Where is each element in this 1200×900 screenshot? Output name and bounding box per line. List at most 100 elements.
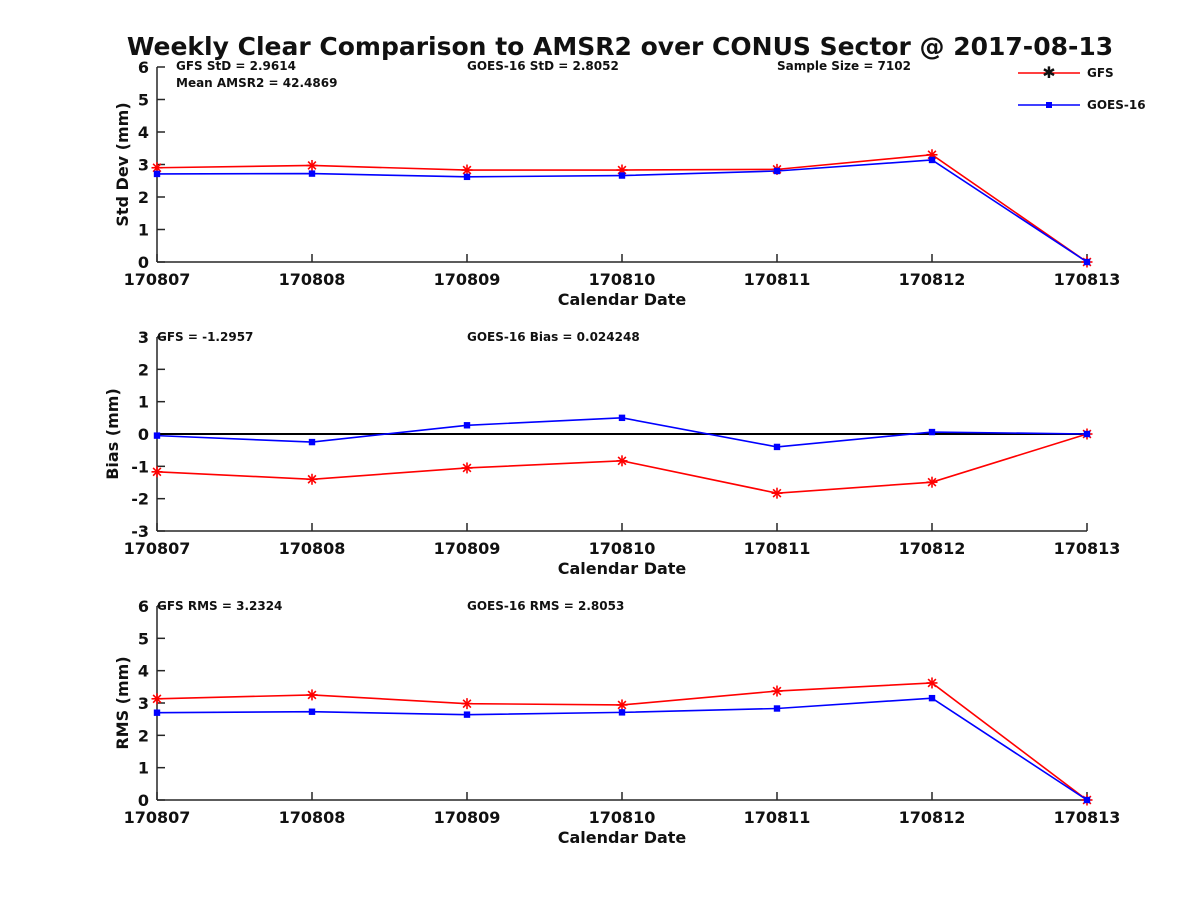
x-tick-label: 170813 <box>1054 539 1121 558</box>
y-tick-label: 6 <box>138 58 149 77</box>
y-tick-label: 1 <box>138 759 149 778</box>
x-tick-label: 170811 <box>744 270 811 289</box>
data-point-goes16 <box>153 709 161 716</box>
data-point-gfs <box>306 159 318 171</box>
x-tick-label: 170812 <box>899 539 966 558</box>
data-point-gfs <box>306 689 318 701</box>
x-tick-label: 170809 <box>434 270 501 289</box>
data-point-goes16 <box>618 414 626 422</box>
x-tick-label: 170809 <box>434 539 501 558</box>
legend-label-goes16: GOES-16 <box>1087 98 1146 112</box>
x-axis-label: Calendar Date <box>558 828 687 847</box>
x-tick-label: 170807 <box>124 808 191 827</box>
stat-annotation: GFS = -1.2957 <box>157 330 253 344</box>
y-tick-label: -2 <box>131 490 149 509</box>
data-point-goes16 <box>773 167 781 175</box>
x-tick-label: 170809 <box>434 808 501 827</box>
y-tick-label: 2 <box>138 188 149 207</box>
data-point-goes16 <box>153 170 161 178</box>
data-point-gfs <box>151 693 163 705</box>
data-point-goes16 <box>928 694 936 702</box>
x-tick-label: 170807 <box>124 270 191 289</box>
y-tick-label: 2 <box>138 726 149 745</box>
data-point-goes16 <box>618 709 626 716</box>
y-tick-label: 5 <box>138 91 149 110</box>
y-tick-label: 1 <box>138 221 149 240</box>
y-tick-label: 5 <box>138 629 149 648</box>
stat-annotation: GOES-16 StD = 2.8052 <box>467 59 619 73</box>
data-point-goes16 <box>928 428 936 436</box>
y-tick-label: -1 <box>131 457 149 476</box>
x-axis-label: Calendar Date <box>558 290 687 309</box>
stat-annotation: Mean AMSR2 = 42.4869 <box>176 76 337 90</box>
data-point-goes16 <box>928 156 936 164</box>
data-point-goes16 <box>153 432 161 439</box>
y-tick-label: 3 <box>138 694 149 713</box>
figure-title: Weekly Clear Comparison to AMSR2 over CO… <box>127 32 1113 61</box>
x-tick-label: 170808 <box>279 539 346 558</box>
data-point-goes16 <box>773 705 781 712</box>
data-point-goes16 <box>618 172 626 179</box>
x-tick-label: 170813 <box>1054 808 1121 827</box>
y-tick-label: 1 <box>138 393 149 412</box>
x-tick-label: 170812 <box>899 270 966 289</box>
rms-panel: 0 1 2 3 4 5 6 170807 170808 170809 170810 170811 170… <box>113 597 1120 847</box>
stat-annotation: GOES-16 Bias = 0.024248 <box>467 330 640 344</box>
y-tick-label: 4 <box>138 662 149 681</box>
x-tick-label: 170813 <box>1054 270 1121 289</box>
std-dev-panel: 0 1 2 3 4 5 6 170807 170808 170809 170810 170811 170… <box>113 58 1120 309</box>
x-axis-label: Calendar Date <box>558 559 687 578</box>
x-tick-label: 170812 <box>899 808 966 827</box>
data-point-gfs <box>616 455 628 467</box>
series-line-goes16 <box>156 417 1088 448</box>
legend-marker-gfs: ✱ <box>1042 63 1055 82</box>
data-point-goes16 <box>463 173 471 181</box>
stat-annotation: GOES-16 RMS = 2.8053 <box>467 599 624 613</box>
y-axis-label: Std Dev (mm) <box>113 102 132 226</box>
data-point-goes16 <box>1083 796 1091 804</box>
data-point-goes16 <box>1083 430 1091 438</box>
legend-label-gfs: GFS <box>1087 66 1114 80</box>
data-point-goes16 <box>463 422 471 429</box>
y-tick-label: 0 <box>138 253 149 272</box>
data-point-gfs <box>771 487 783 499</box>
x-tick-label: 170810 <box>589 270 656 289</box>
y-tick-label: 4 <box>138 123 149 142</box>
data-point-gfs <box>151 162 163 174</box>
y-axis-label: RMS (mm) <box>113 656 132 749</box>
x-tick-label: 170807 <box>124 539 191 558</box>
x-tick-label: 170811 <box>744 539 811 558</box>
x-tick-label: 170808 <box>279 808 346 827</box>
data-point-gfs <box>926 476 938 488</box>
data-point-gfs <box>306 473 318 485</box>
data-point-goes16 <box>308 170 316 177</box>
data-point-goes16 <box>308 708 316 715</box>
y-tick-label: -3 <box>131 522 149 541</box>
y-tick-label: 0 <box>138 425 149 444</box>
data-point-gfs <box>926 677 938 689</box>
data-point-gfs <box>151 466 163 478</box>
y-tick-label: 3 <box>138 156 149 175</box>
x-tick-label: 170811 <box>744 808 811 827</box>
data-point-goes16 <box>308 438 316 446</box>
x-tick-label: 170810 <box>589 808 656 827</box>
y-tick-label: 2 <box>138 360 149 379</box>
data-point-gfs <box>616 699 628 711</box>
legend-marker-goes16 <box>1046 102 1052 108</box>
y-tick-label: 3 <box>138 328 149 347</box>
x-tick-label: 170808 <box>279 270 346 289</box>
y-tick-label: 0 <box>138 791 149 810</box>
stat-annotation: Sample Size = 7102 <box>777 59 911 73</box>
data-point-goes16 <box>463 711 471 718</box>
y-axis-label: Bias (mm) <box>103 388 122 480</box>
bias-panel: -3 -2 -1 0 1 2 3 170807 170808 170809 170810 170811… <box>103 328 1120 578</box>
data-point-gfs <box>461 462 473 474</box>
data-point-goes16 <box>1083 258 1091 266</box>
y-tick-label: 6 <box>138 597 149 616</box>
stat-annotation: GFS RMS = 3.2324 <box>157 599 282 613</box>
stat-annotation: GFS StD = 2.9614 <box>176 59 296 73</box>
data-point-gfs <box>461 698 473 710</box>
data-point-goes16 <box>773 443 781 451</box>
x-tick-label: 170810 <box>589 539 656 558</box>
